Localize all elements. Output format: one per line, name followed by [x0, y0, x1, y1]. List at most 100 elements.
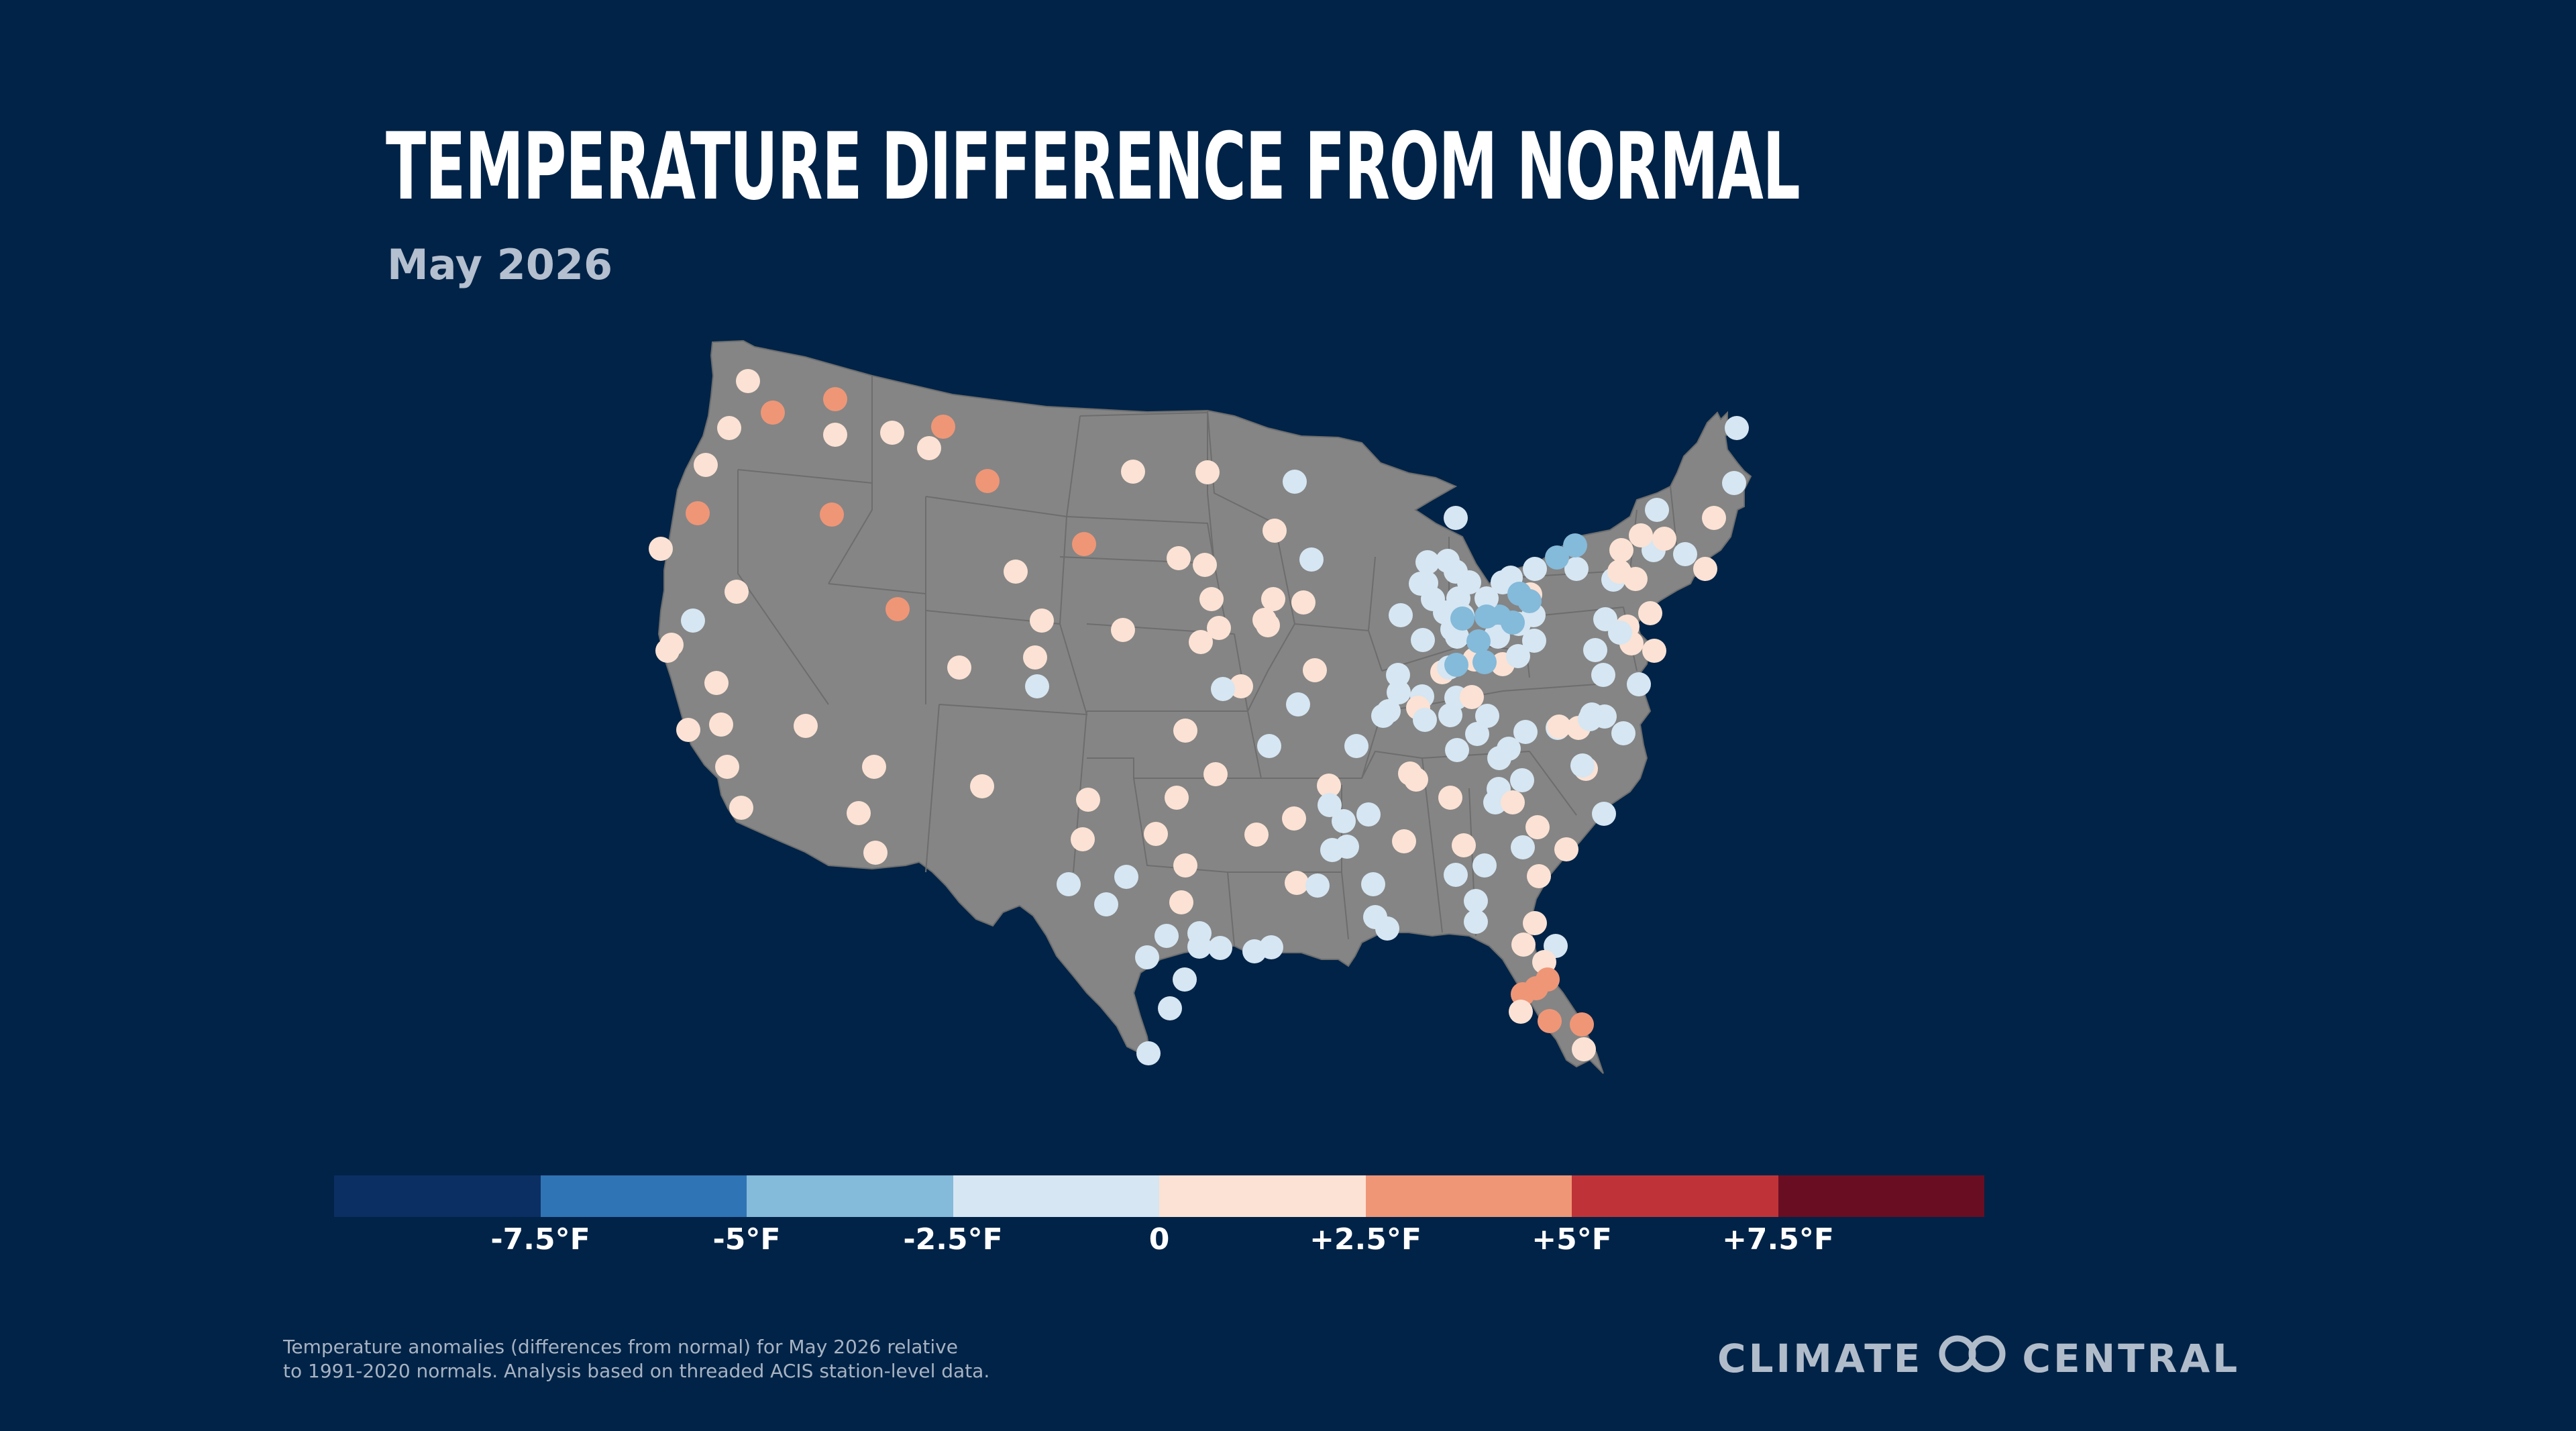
- station-dot: [975, 469, 1000, 493]
- legend-label-6: +7.5°F: [1722, 1222, 1834, 1257]
- station-dot: [1169, 890, 1193, 914]
- station-dot: [1165, 786, 1189, 810]
- climate-central-rings-icon: [1935, 1334, 2010, 1383]
- legend-swatch-1: [540, 1175, 747, 1217]
- station-dot: [1460, 685, 1484, 709]
- station-dot: [694, 453, 718, 477]
- brand-word-climate: CLIMATE: [1717, 1336, 1923, 1381]
- station-dot: [1629, 523, 1653, 547]
- legend-swatch-7: [1778, 1175, 1984, 1217]
- station-dot: [724, 580, 749, 604]
- station-dot: [1483, 790, 1507, 814]
- station-dot: [1136, 1041, 1161, 1065]
- station-dot: [1513, 720, 1538, 744]
- station-dot: [1510, 768, 1534, 792]
- station-dot: [704, 671, 729, 695]
- station-dot: [1474, 604, 1499, 629]
- station-dot: [1475, 704, 1499, 728]
- station-dot: [880, 421, 904, 445]
- station-dot: [1030, 608, 1054, 633]
- station-dot: [1072, 532, 1096, 556]
- station-dot: [1444, 506, 1468, 530]
- station-dot: [761, 401, 785, 425]
- station-dot: [1583, 638, 1607, 662]
- station-dot: [1259, 935, 1283, 959]
- station-dot: [847, 801, 871, 825]
- station-dot: [1261, 587, 1285, 611]
- legend-swatch-5: [1365, 1175, 1572, 1217]
- station-dot: [931, 415, 955, 439]
- station-dot: [1229, 674, 1253, 698]
- station-dot: [1693, 557, 1717, 581]
- station-dot: [1332, 809, 1356, 833]
- station-dot: [715, 755, 739, 779]
- station-dot: [1465, 722, 1489, 746]
- color-legend: [334, 1175, 1984, 1217]
- station-dot: [1638, 601, 1662, 625]
- station-dot: [1318, 793, 1342, 817]
- legend-swatch-2: [747, 1175, 953, 1217]
- station-dot: [1464, 910, 1488, 934]
- station-dot: [1563, 533, 1587, 558]
- station-dot: [823, 423, 847, 447]
- station-dot: [1554, 837, 1578, 861]
- station-dot: [1207, 616, 1231, 640]
- station-dot: [1472, 650, 1497, 674]
- map-subtitle: May 2026: [387, 240, 613, 289]
- station-dot: [1377, 699, 1401, 723]
- station-dot: [717, 416, 741, 440]
- station-dot: [655, 639, 680, 663]
- station-dot: [1094, 892, 1118, 916]
- station-dot: [1570, 1012, 1594, 1037]
- station-dot: [1464, 889, 1488, 913]
- station-dot: [1538, 1009, 1562, 1033]
- station-dot: [1361, 872, 1385, 896]
- legend-label-5: +5°F: [1532, 1222, 1612, 1257]
- station-dot: [1578, 707, 1602, 731]
- station-dot: [1446, 586, 1470, 611]
- station-dot: [1652, 527, 1676, 551]
- station-dot: [1421, 587, 1445, 611]
- station-dot: [1203, 762, 1228, 786]
- footnote-line-2: to 1991-2020 normals. Analysis based on …: [283, 1360, 990, 1382]
- legend-label-4: +2.5°F: [1309, 1222, 1421, 1257]
- station-dot: [1722, 471, 1746, 495]
- station-dot: [1450, 606, 1474, 631]
- station-dot: [1592, 802, 1616, 826]
- legend-swatch-0: [334, 1175, 541, 1217]
- station-dot: [1071, 827, 1095, 851]
- station-dot: [1283, 470, 1307, 494]
- station-dot: [1114, 865, 1138, 889]
- station-dots: [649, 369, 1749, 1065]
- station-dot: [1257, 734, 1281, 758]
- station-dot: [1702, 506, 1726, 530]
- station-dot: [1344, 734, 1368, 758]
- station-dot: [1501, 611, 1525, 635]
- station-dot: [729, 796, 753, 820]
- station-dot: [1244, 823, 1269, 847]
- station-dot: [1158, 996, 1182, 1020]
- station-dot: [1415, 550, 1440, 574]
- station-dot: [1121, 460, 1145, 484]
- station-dot: [1356, 802, 1381, 827]
- station-dot: [686, 501, 710, 525]
- station-dot: [1511, 835, 1535, 859]
- station-dot: [1591, 663, 1615, 687]
- station-dot: [1445, 738, 1469, 762]
- station-dot: [1523, 557, 1547, 581]
- station-dot: [1444, 653, 1468, 677]
- station-dot: [1173, 719, 1197, 743]
- station-dot: [1570, 753, 1595, 778]
- station-dot: [1173, 967, 1197, 992]
- station-dot: [1506, 644, 1530, 668]
- legend-label-0: -7.5°F: [490, 1222, 590, 1257]
- station-dot: [1444, 863, 1468, 887]
- station-dot: [1111, 618, 1135, 642]
- legend-swatch-6: [1572, 1175, 1778, 1217]
- station-dot: [823, 387, 847, 411]
- legend-swatch-3: [953, 1175, 1159, 1217]
- station-dot: [1474, 586, 1499, 611]
- station-dot: [820, 502, 844, 527]
- station-dot: [681, 608, 705, 633]
